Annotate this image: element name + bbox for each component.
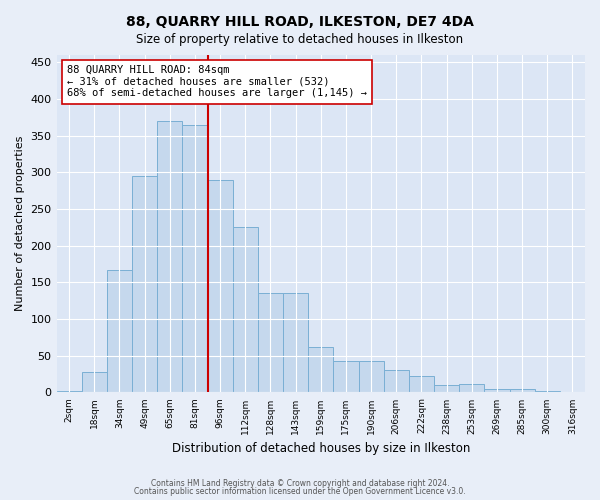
Text: Contains HM Land Registry data © Crown copyright and database right 2024.: Contains HM Land Registry data © Crown c… [151, 479, 449, 488]
Y-axis label: Number of detached properties: Number of detached properties [15, 136, 25, 312]
Bar [283, 294, 308, 392]
Bar [56, 391, 82, 392]
Text: Size of property relative to detached houses in Ilkeston: Size of property relative to detached ho… [136, 32, 464, 46]
X-axis label: Distribution of detached houses by size in Ilkeston: Distribution of detached houses by size … [172, 442, 470, 455]
Bar [535, 391, 560, 392]
Bar [233, 228, 258, 392]
Bar [308, 347, 334, 393]
Bar [509, 389, 535, 392]
Text: Contains public sector information licensed under the Open Government Licence v3: Contains public sector information licen… [134, 486, 466, 496]
Bar [107, 270, 132, 392]
Bar [258, 294, 283, 392]
Bar [157, 121, 182, 392]
Bar [132, 176, 157, 392]
Bar [359, 361, 383, 392]
Bar [459, 384, 484, 392]
Bar [409, 376, 434, 392]
Bar [208, 180, 233, 392]
Bar [383, 370, 409, 392]
Bar [182, 124, 208, 392]
Text: 88, QUARRY HILL ROAD, ILKESTON, DE7 4DA: 88, QUARRY HILL ROAD, ILKESTON, DE7 4DA [126, 15, 474, 29]
Bar [484, 389, 509, 392]
Bar [334, 361, 359, 392]
Bar [82, 372, 107, 392]
Text: 88 QUARRY HILL ROAD: 84sqm
← 31% of detached houses are smaller (532)
68% of sem: 88 QUARRY HILL ROAD: 84sqm ← 31% of deta… [67, 65, 367, 98]
Bar [434, 385, 459, 392]
